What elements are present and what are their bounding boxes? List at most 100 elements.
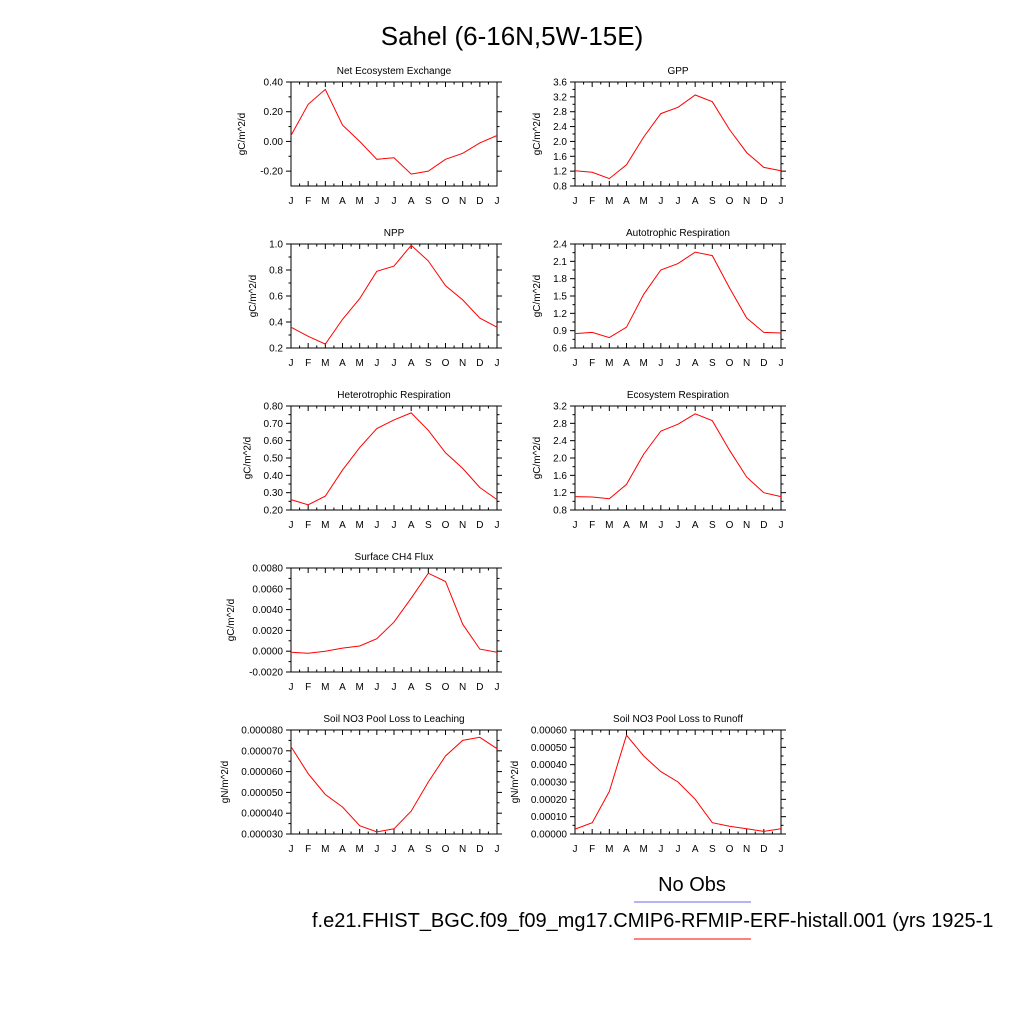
chart-title: Soil NO3 Pool Loss to Runoff: [613, 714, 743, 725]
y-tick-label: 0.000080: [241, 726, 283, 737]
x-tick-label: J: [779, 358, 784, 369]
y-axis-label: gN/m^2/d: [510, 761, 521, 804]
x-tick-label: D: [476, 358, 483, 369]
y-tick-label: 0.000060: [241, 767, 283, 778]
x-tick-label: S: [425, 520, 432, 531]
chart-title: GPP: [667, 66, 688, 77]
series-line: [290, 244, 498, 345]
y-axis-label: gC/m^2/d: [532, 275, 543, 318]
y-tick-label: 1.8: [553, 274, 567, 285]
y-tick-label: 0.0060: [252, 584, 283, 595]
y-axis-label: gC/m^2/d: [532, 437, 543, 480]
y-tick-label: 3.6: [553, 78, 567, 89]
x-tick-label: M: [355, 520, 363, 531]
x-tick-label: J: [658, 358, 663, 369]
y-axis-label: gC/m^2/d: [248, 275, 259, 318]
x-tick-label: J: [573, 520, 578, 531]
y-axis-label: gC/m^2/d: [243, 437, 254, 480]
y-tick-label: 0.0000: [252, 647, 283, 658]
y-tick-label: 2.4: [553, 436, 567, 447]
plot-frame: [290, 567, 498, 673]
x-tick-label: S: [709, 196, 716, 207]
x-tick-label: N: [459, 682, 466, 693]
y-tick-label: 0.00030: [531, 778, 568, 789]
y-tick-label: 0.30: [264, 488, 284, 499]
y-tick-label: 0.000030: [241, 830, 283, 841]
y-tick-label: 0.60: [264, 436, 284, 447]
x-tick-label: N: [459, 196, 466, 207]
x-tick-label: M: [605, 520, 613, 531]
x-tick-label: J: [779, 844, 784, 855]
x-tick-label: O: [442, 682, 450, 693]
x-tick-label: F: [305, 844, 311, 855]
chart-title: Heterotrophic Respiration: [337, 390, 450, 401]
y-tick-label: 0.0080: [252, 564, 283, 575]
x-tick-label: J: [392, 844, 397, 855]
x-tick-label: M: [355, 358, 363, 369]
y-tick-label: 0.40: [264, 471, 284, 482]
y-tick-label: 0.20: [264, 107, 284, 118]
x-tick-label: A: [408, 196, 415, 207]
series-line: [290, 88, 498, 175]
series-line: [290, 412, 498, 506]
x-tick-label: N: [459, 358, 466, 369]
x-tick-label: M: [639, 844, 647, 855]
y-tick-label: 0.0040: [252, 605, 283, 616]
x-tick-label: J: [392, 520, 397, 531]
y-tick-label: 1.6: [553, 471, 567, 482]
y-tick-label: 0.9: [553, 326, 567, 337]
y-tick-label: 0.00: [264, 137, 284, 148]
x-tick-label: J: [374, 196, 379, 207]
x-tick-label: J: [495, 844, 500, 855]
x-tick-label: J: [289, 520, 294, 531]
y-tick-label: 0.8: [553, 506, 567, 517]
figure-title: Sahel (6-16N,5W-15E): [381, 21, 644, 51]
y-tick-label: 0.4: [269, 318, 283, 329]
x-tick-label: O: [442, 196, 450, 207]
chart-title: Soil NO3 Pool Loss to Leaching: [323, 714, 464, 725]
x-tick-label: D: [476, 682, 483, 693]
x-tick-label: J: [289, 682, 294, 693]
y-tick-label: -0.20: [260, 167, 283, 178]
x-tick-label: A: [692, 520, 699, 531]
legend-no-obs-label: No Obs: [658, 874, 726, 896]
y-tick-label: 0.6: [553, 344, 567, 355]
x-tick-label: A: [339, 844, 346, 855]
y-tick-label: 2.0: [553, 454, 567, 465]
x-tick-label: F: [589, 844, 595, 855]
x-tick-label: S: [425, 682, 432, 693]
x-tick-label: J: [392, 682, 397, 693]
x-tick-label: J: [495, 358, 500, 369]
x-tick-label: S: [709, 520, 716, 531]
y-tick-label: 1.2: [553, 309, 567, 320]
chart-title: Net Ecosystem Exchange: [337, 66, 452, 77]
x-tick-label: N: [743, 520, 750, 531]
x-tick-label: F: [305, 358, 311, 369]
y-tick-label: -0.0020: [249, 668, 283, 679]
y-tick-label: 1.0: [269, 240, 283, 251]
x-tick-label: O: [442, 844, 450, 855]
x-tick-label: M: [639, 520, 647, 531]
x-tick-label: O: [442, 520, 450, 531]
x-tick-label: A: [408, 844, 415, 855]
x-tick-label: F: [305, 520, 311, 531]
chart-title: NPP: [384, 228, 405, 239]
y-axis-label: gN/m^2/d: [220, 761, 231, 804]
x-tick-label: A: [623, 844, 630, 855]
plot-frame: [290, 81, 498, 187]
x-tick-label: M: [605, 196, 613, 207]
y-tick-label: 0.00040: [531, 760, 568, 771]
x-tick-label: M: [321, 196, 329, 207]
x-tick-label: S: [425, 844, 432, 855]
x-tick-label: J: [374, 682, 379, 693]
x-tick-label: J: [779, 520, 784, 531]
y-axis-label: gC/m^2/d: [532, 113, 543, 156]
x-tick-label: J: [392, 358, 397, 369]
y-tick-label: 0.8: [553, 182, 567, 193]
series-line: [290, 736, 498, 833]
y-tick-label: 0.000070: [241, 746, 283, 757]
y-tick-label: 0.00000: [531, 830, 568, 841]
